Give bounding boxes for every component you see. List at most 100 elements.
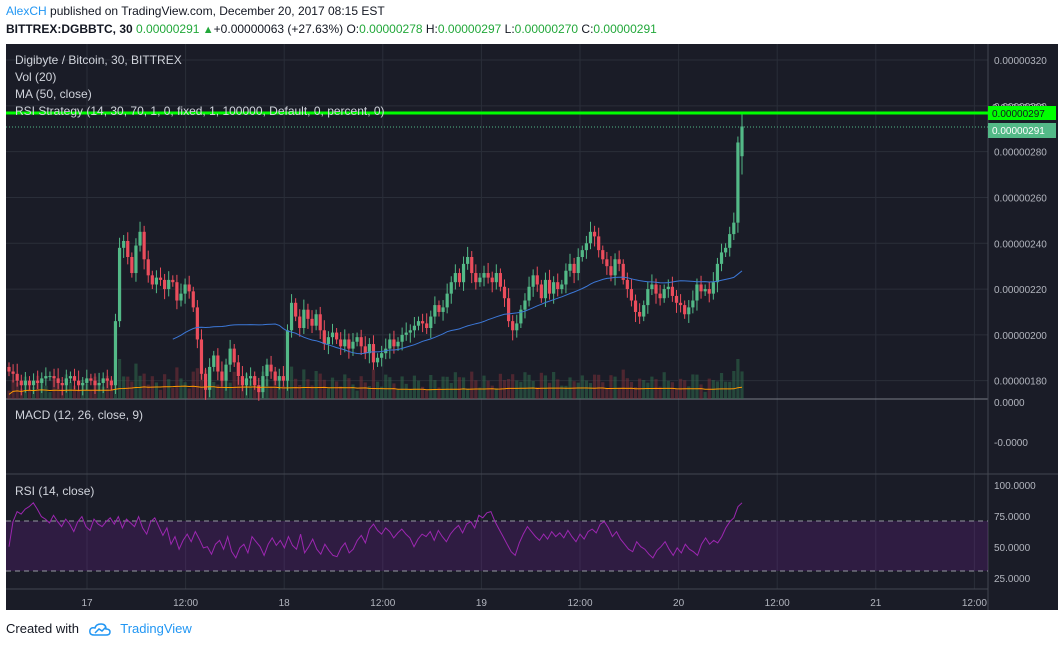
candle-body bbox=[736, 142, 740, 223]
candle-body bbox=[740, 126, 744, 157]
candle-body bbox=[728, 234, 732, 248]
volume-bar bbox=[474, 380, 478, 399]
volume-bar bbox=[380, 386, 384, 399]
candle-body bbox=[466, 257, 470, 264]
volume-bar bbox=[318, 373, 322, 399]
candle-body bbox=[183, 284, 187, 294]
candle-body bbox=[64, 378, 68, 386]
candle-body bbox=[212, 355, 216, 367]
candle-body bbox=[240, 376, 245, 386]
volume-bar bbox=[343, 374, 347, 399]
volume-bar bbox=[699, 384, 703, 399]
publish-text: published on TradingView.com, December 2… bbox=[46, 4, 385, 18]
volume-bar bbox=[519, 381, 523, 399]
volume-bar bbox=[355, 390, 359, 399]
candle-body bbox=[437, 305, 441, 312]
volume-bar bbox=[588, 383, 593, 399]
volume-bar bbox=[326, 388, 331, 399]
volume-bar bbox=[154, 382, 159, 399]
volume-bar bbox=[547, 382, 552, 399]
volume-bar bbox=[674, 388, 679, 399]
volume-bar bbox=[48, 392, 52, 399]
tradingview-brand-link[interactable]: TradingView bbox=[120, 621, 192, 636]
volume-bar bbox=[371, 369, 376, 399]
chart-canvas[interactable]: 0.000003200.000003000.000002800.00000260… bbox=[6, 44, 1058, 610]
candle-body bbox=[441, 307, 445, 312]
volume-bar bbox=[236, 376, 240, 399]
candle-body bbox=[330, 332, 335, 338]
volume-bar bbox=[228, 382, 232, 399]
time-axis[interactable]: 17 12:00 18 12:00 19 12:00 20 12:00 21 12:00 bbox=[81, 598, 987, 609]
candle-body bbox=[687, 307, 691, 315]
volume-bar bbox=[506, 379, 511, 399]
volume-bar bbox=[502, 380, 507, 399]
time-tick-label: 21 bbox=[870, 598, 882, 609]
candle-body bbox=[244, 378, 249, 386]
rsi-line bbox=[8, 502, 743, 559]
volume-bar bbox=[478, 387, 482, 399]
volume-bar bbox=[375, 381, 380, 399]
rsi-axis[interactable]: 100.0000 75.0000 50.0000 25.0000 bbox=[994, 481, 1036, 585]
volume-bar bbox=[646, 382, 650, 399]
volume-bar bbox=[552, 372, 556, 399]
publish-header: AlexCH published on TradingView.com, Dec… bbox=[6, 3, 385, 20]
candle-body bbox=[11, 371, 15, 374]
candle-body bbox=[392, 339, 396, 347]
candle-body bbox=[23, 380, 27, 386]
volume-bar bbox=[298, 385, 302, 399]
volume-bar bbox=[572, 381, 576, 399]
macd-axis[interactable]: 0.0000 -0.0000 bbox=[994, 398, 1028, 449]
candle-body bbox=[277, 376, 281, 381]
volume-bar bbox=[609, 375, 613, 399]
volume-bar bbox=[523, 372, 527, 399]
volume-bar bbox=[564, 385, 568, 399]
volume-bar bbox=[449, 383, 453, 399]
candle-body bbox=[408, 330, 412, 333]
volume-bar bbox=[187, 388, 191, 399]
candle-body bbox=[388, 339, 392, 349]
candle-body bbox=[556, 282, 560, 290]
volume-bar bbox=[89, 389, 93, 399]
candle-body bbox=[658, 293, 662, 299]
candle-body bbox=[429, 316, 433, 328]
candle-body bbox=[633, 300, 638, 312]
candle-body bbox=[474, 273, 478, 283]
candle-body bbox=[208, 366, 212, 390]
candle-body bbox=[355, 337, 359, 342]
volume-bar bbox=[687, 386, 691, 399]
volume-bar bbox=[240, 384, 245, 399]
candle-body bbox=[494, 273, 498, 283]
candle-body bbox=[547, 279, 552, 294]
author-link[interactable]: AlexCH bbox=[6, 4, 47, 18]
candle-body bbox=[601, 250, 605, 260]
volume-bar bbox=[310, 385, 314, 399]
legend-strategy: RSI Strategy (14, 30, 70, 1, 0, fixed, 1… bbox=[15, 104, 385, 118]
volume-bar bbox=[183, 382, 187, 399]
volume-bar bbox=[605, 388, 609, 399]
candle-body bbox=[89, 378, 93, 381]
volume-bar bbox=[130, 381, 134, 399]
candle-body bbox=[732, 222, 736, 235]
volume-bar bbox=[703, 391, 707, 399]
candle-body bbox=[523, 300, 527, 310]
volume-bar bbox=[670, 382, 674, 399]
candle-body bbox=[425, 323, 429, 328]
candle-body bbox=[650, 284, 654, 290]
volume-bar bbox=[179, 378, 183, 399]
candle-body bbox=[281, 376, 285, 381]
candle-body bbox=[318, 314, 322, 331]
volume-bar bbox=[171, 387, 175, 399]
candle-body bbox=[310, 318, 314, 326]
candle-body bbox=[629, 289, 634, 301]
volume-bar bbox=[400, 376, 404, 399]
volume-bar bbox=[199, 372, 204, 399]
candle-body bbox=[249, 376, 253, 379]
candle-body bbox=[724, 247, 728, 253]
candle-body bbox=[134, 245, 138, 274]
candle-body bbox=[515, 323, 519, 331]
volume-bar bbox=[613, 376, 617, 399]
volume-bar bbox=[683, 380, 687, 399]
candle-body bbox=[445, 293, 449, 308]
candle-body bbox=[560, 284, 564, 290]
chart-container[interactable]: 0.000003200.000003000.000002800.00000260… bbox=[6, 44, 1058, 610]
